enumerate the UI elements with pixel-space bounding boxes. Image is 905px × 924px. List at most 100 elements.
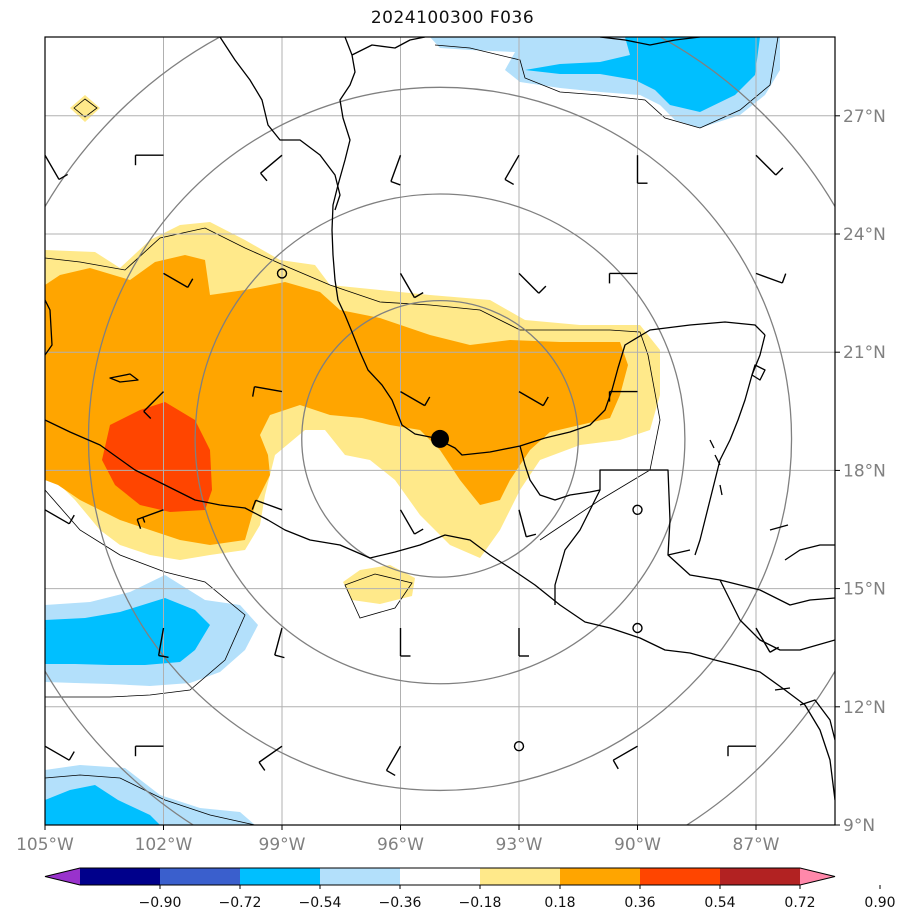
wind-barb-staff xyxy=(518,390,544,407)
colorbar-segment xyxy=(240,868,321,885)
wind-barb xyxy=(399,509,424,535)
colorbar-extend-high xyxy=(800,868,835,885)
wind-barb-staff xyxy=(400,390,426,407)
wind-barb-staff xyxy=(163,272,189,289)
lon-tick-label: 99°W xyxy=(259,835,306,855)
wind-barb xyxy=(157,627,169,659)
contour-line-gulf xyxy=(434,37,779,129)
wind-barb-flag xyxy=(386,769,396,777)
wind-barb-staff xyxy=(45,745,70,761)
map-title: 2024100300 F036 xyxy=(370,8,535,28)
wind-barb-staff xyxy=(399,509,416,535)
colorbar-segment xyxy=(320,868,401,885)
wind-barb xyxy=(45,509,75,525)
contour-line-south xyxy=(45,489,246,698)
wind-barb-staff xyxy=(518,272,540,294)
wind-barb-staff xyxy=(45,509,70,525)
wind-barb-flag xyxy=(612,759,619,770)
contour-line-cell xyxy=(344,573,413,619)
colorbar-tick-label: 0.36 xyxy=(624,895,655,911)
coast-cuba xyxy=(784,544,835,561)
wind-barb-flag xyxy=(143,410,152,419)
colorbar-tick-label: −0.18 xyxy=(459,895,502,911)
wind-barb-staff xyxy=(399,273,416,298)
map-area xyxy=(45,37,835,825)
coast-belize xyxy=(709,439,723,496)
wind-barb-staff xyxy=(143,391,164,412)
colorbar-segment xyxy=(80,868,161,885)
lat-tick-label: 9°N xyxy=(843,816,875,836)
wind-barb-flag xyxy=(781,273,787,284)
calm-circle xyxy=(632,622,643,634)
coast-texas-gulf xyxy=(331,37,766,456)
center-marker xyxy=(431,429,449,448)
wind-barb-flag xyxy=(769,646,780,653)
wind-barb-flag xyxy=(260,172,268,182)
wind-barb xyxy=(399,628,411,657)
wind-barb-staff xyxy=(385,745,402,771)
coast-panama xyxy=(799,699,835,741)
wind-barb-staff xyxy=(45,628,46,631)
wind-barb xyxy=(260,154,283,182)
border-us-mexico xyxy=(219,37,341,211)
colorbar-tick-label: −0.36 xyxy=(379,895,422,911)
wind-barb xyxy=(251,386,283,397)
lon-tick-label: 93°W xyxy=(496,835,543,855)
wind-barb-staff xyxy=(45,154,60,180)
wind-barb-staff xyxy=(45,391,46,393)
wind-barb-staff xyxy=(157,627,165,656)
colorbar-segment xyxy=(720,868,801,885)
contour-neg-mid-sw xyxy=(45,785,160,825)
wind-barb-flag xyxy=(258,761,266,771)
axis-ticks: 105°W 102°W 99°W 96°W 93°W 90°W 87°W 9°N 12°N 15°… xyxy=(16,107,886,855)
coast-florida xyxy=(599,37,701,46)
wind-barb xyxy=(518,390,549,407)
wind-barb xyxy=(45,154,69,181)
wind-barb-flag xyxy=(187,278,194,288)
wind-barb xyxy=(755,154,784,176)
wind-barbs xyxy=(45,154,787,777)
colorbar-tick-label: −0.72 xyxy=(219,895,262,911)
colorbar-segment xyxy=(160,868,241,885)
border-mexico-states xyxy=(45,299,53,356)
lon-tick-label: 87°W xyxy=(733,835,780,855)
colorbar-segment xyxy=(640,868,721,885)
lon-tick-label: 90°W xyxy=(614,835,661,855)
wind-barb xyxy=(518,628,529,657)
colorbar-tick-label: −0.90 xyxy=(139,895,182,911)
wind-barb-flag xyxy=(251,499,257,510)
wind-barb-staff xyxy=(504,154,520,180)
wind-barb-flag xyxy=(504,178,515,186)
wind-barb-staff xyxy=(612,745,638,761)
border-central-america xyxy=(554,489,601,605)
colorbar: −0.90 −0.72 −0.54 −0.36 −0.18 0.18 0.36 0.54 0.7… xyxy=(44,867,896,911)
colorbar-tick-label: 0.18 xyxy=(544,895,575,911)
wind-barb-staff xyxy=(258,745,283,763)
wind-barb xyxy=(163,272,194,289)
wind-barb xyxy=(727,745,756,757)
range-ring xyxy=(194,193,686,685)
wind-barb-staff xyxy=(260,154,283,174)
wind-barb-staff xyxy=(255,499,283,511)
lat-tick-label: 18°N xyxy=(843,461,886,481)
wind-barb xyxy=(608,390,638,402)
wind-barb-flag xyxy=(136,519,142,530)
map-frame xyxy=(44,36,836,826)
wind-barb-flag xyxy=(158,654,169,659)
wind-barb xyxy=(399,273,424,299)
colorbar-extend-low xyxy=(45,868,80,885)
wind-barb xyxy=(143,391,164,419)
wind-barb xyxy=(636,155,648,184)
coast-louisiana xyxy=(351,37,426,56)
island-cozumel xyxy=(751,364,766,381)
colorbar-tick-label: 0.72 xyxy=(784,895,815,911)
contour-pos-light-cell xyxy=(343,565,415,604)
graticule xyxy=(45,37,835,825)
range-ring xyxy=(301,299,579,578)
wind-barb-flag xyxy=(68,514,75,525)
coast-pacific xyxy=(45,419,835,801)
wind-barb xyxy=(136,509,164,530)
lat-tick-label: 27°N xyxy=(843,107,886,127)
wind-barb-flag xyxy=(414,292,424,299)
wind-barb-flag xyxy=(251,386,256,397)
